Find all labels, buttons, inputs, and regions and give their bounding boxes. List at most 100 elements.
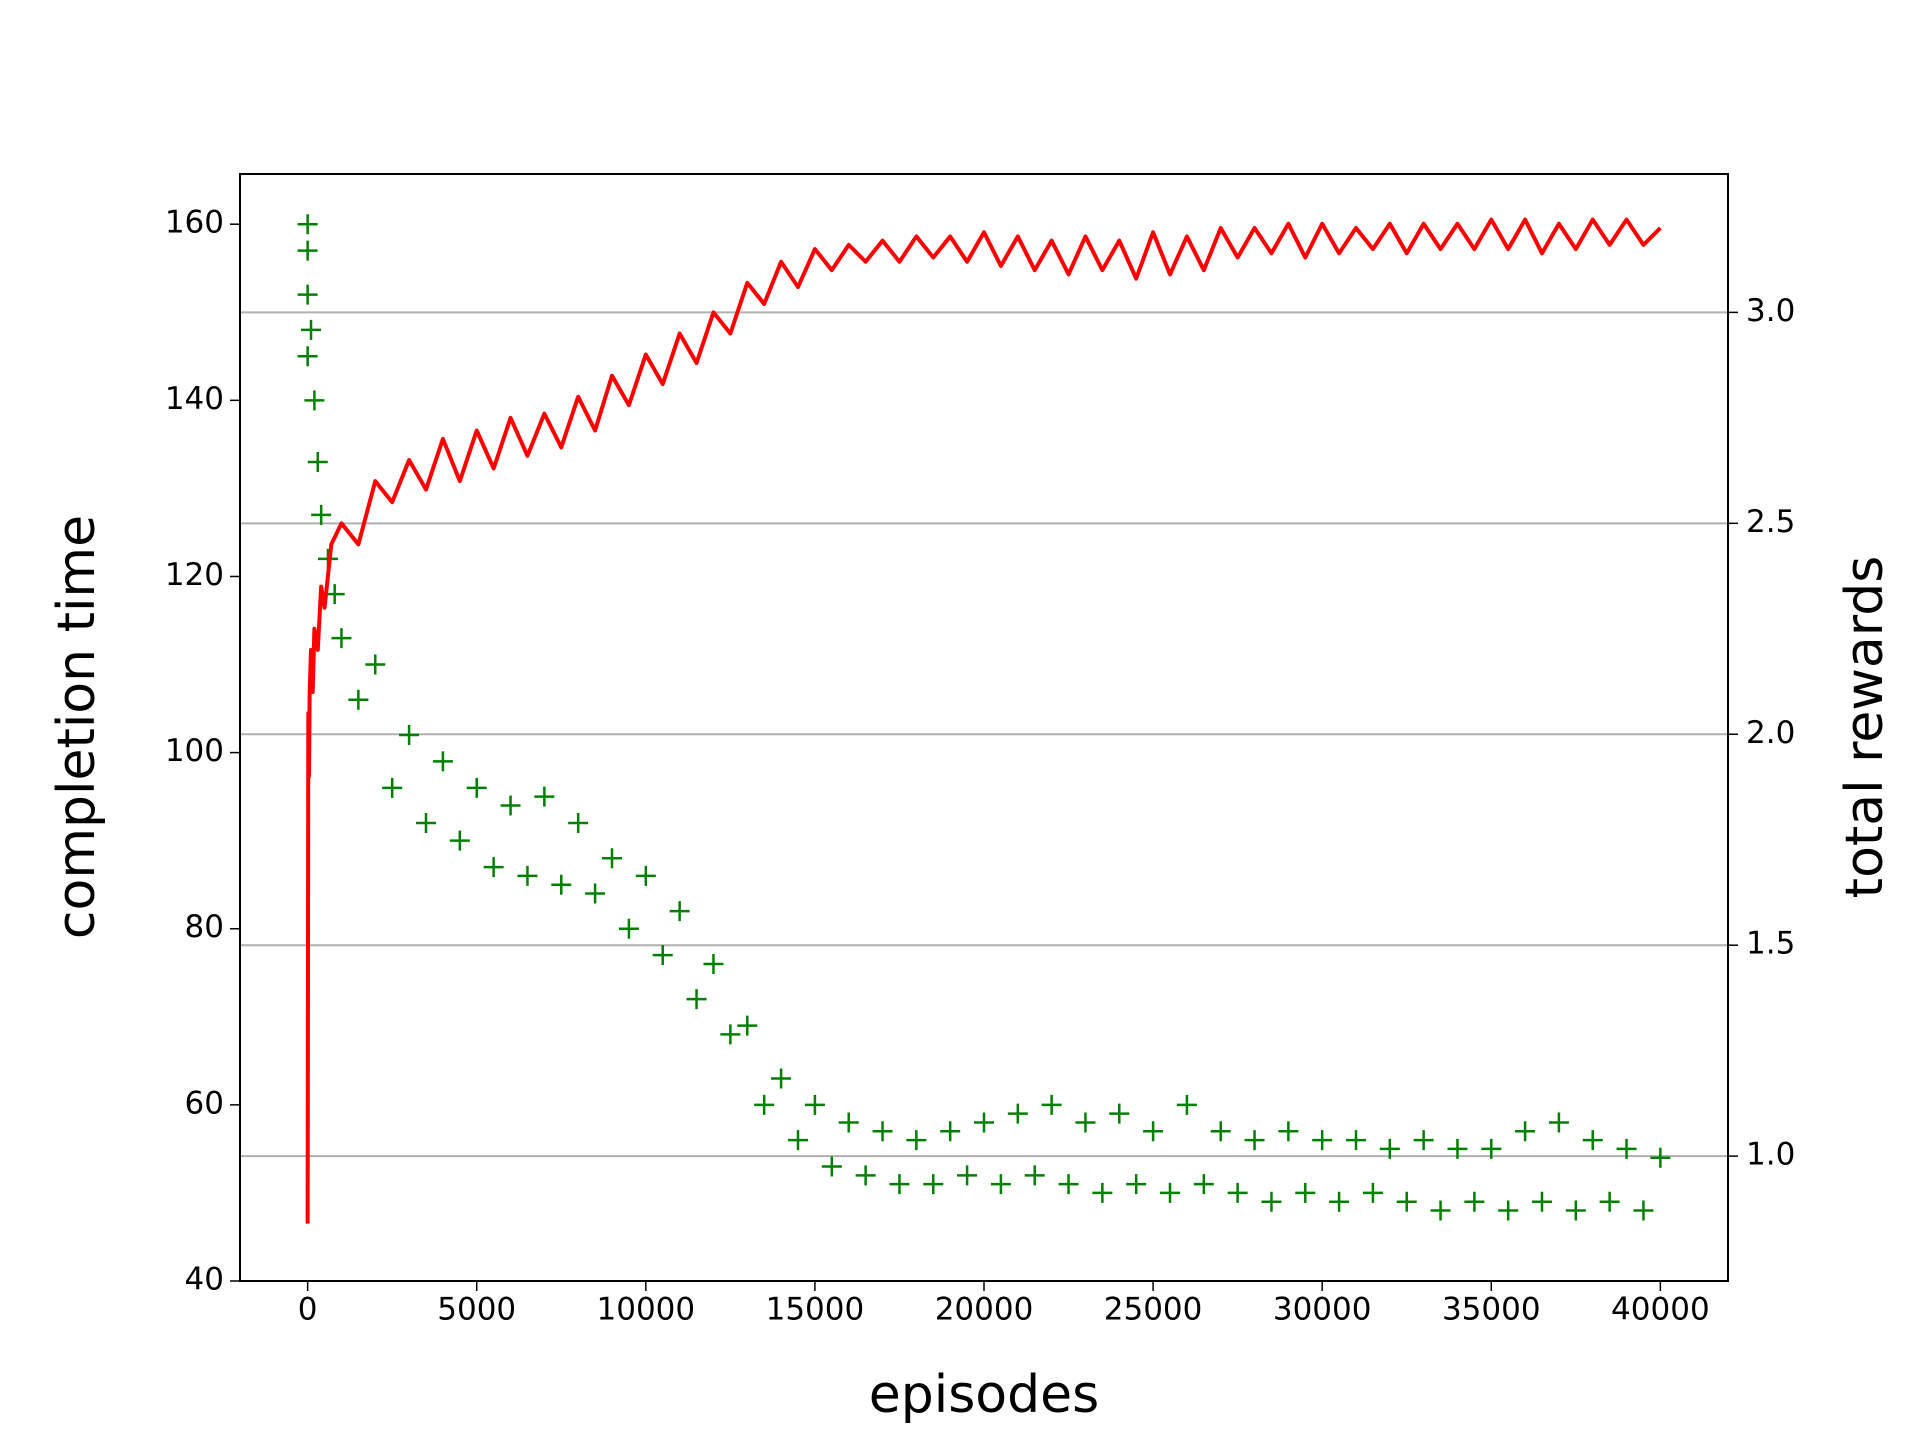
marker [1278,1121,1299,1142]
marker [838,1112,859,1133]
marker [804,1094,825,1115]
marker [1346,1130,1366,1151]
marker [311,504,332,525]
marker [940,1121,961,1142]
marker [771,1068,792,1089]
y-tick-label: 40 [185,1262,224,1298]
marker [1464,1191,1485,1212]
marker [1143,1121,1164,1142]
marker [990,1174,1011,1195]
marker [324,584,345,605]
marker [1362,1182,1383,1203]
x-tick-label: 25000 [1104,1292,1203,1328]
y-tick-label: 60 [185,1085,224,1121]
marker [483,857,504,878]
marker [923,1174,944,1195]
marker [821,1156,842,1177]
marker [1329,1191,1350,1212]
y-axis-label: completion time [47,515,107,939]
marker [1312,1130,1333,1151]
marker [1582,1130,1603,1151]
x-tick-label: 30000 [1273,1292,1372,1328]
x-tick-label: 20000 [935,1292,1034,1328]
marker [1413,1130,1434,1151]
plot-frame [239,173,1729,1282]
marker [568,813,589,834]
marker [1092,1182,1113,1203]
marker [652,945,673,966]
marker [297,284,318,305]
marker [1295,1182,1316,1203]
x-axis-label: episodes [869,1365,1099,1425]
marker [1210,1121,1231,1142]
marker [618,918,639,939]
marker [1041,1094,1062,1115]
x-tick-label: 15000 [766,1292,865,1328]
marker [297,214,318,235]
marker [1396,1191,1417,1212]
marker [720,1024,741,1045]
marker [872,1121,893,1142]
marker [1515,1121,1536,1142]
marker [307,451,328,472]
marker [1650,1147,1671,1168]
marker [1126,1174,1147,1195]
marker [517,865,538,886]
marker [1007,1103,1028,1124]
marker [1532,1191,1552,1212]
marker [585,883,606,904]
x-tick-label: 5000 [437,1292,516,1328]
line [305,217,1662,1224]
marker [669,901,690,922]
marker [1024,1165,1045,1186]
marker [301,319,322,340]
marker [788,1130,808,1151]
marker [1379,1138,1400,1159]
marker [1565,1200,1586,1221]
x-tick-label: 40000 [1611,1292,1710,1328]
marker [906,1130,927,1151]
marker [534,786,555,807]
marker [1075,1112,1096,1133]
marker [500,795,521,816]
marker [855,1165,876,1186]
y2-tick-label: 2.5 [1746,504,1795,540]
y-tick-label: 160 [165,205,224,241]
marker [974,1112,994,1133]
marker [957,1165,978,1186]
x-tick-label: 35000 [1442,1292,1541,1328]
marker [331,628,352,649]
y2-tick-label: 1.5 [1746,926,1795,962]
marker [365,654,386,675]
y2-tick-label: 3.0 [1746,293,1795,329]
marker [754,1094,775,1115]
marker [304,390,325,411]
marker [889,1174,910,1195]
marker [1548,1112,1569,1133]
marker [1447,1138,1468,1159]
marker [1109,1103,1130,1124]
marker [1058,1174,1079,1195]
x-tick-label: 0 [298,1292,318,1328]
y2-tick-label: 2.0 [1746,715,1795,751]
marker [432,751,453,772]
marker [399,724,420,745]
marker [686,989,707,1010]
y-tick-label: 80 [185,909,224,945]
marker [466,777,487,798]
marker [602,848,622,869]
marker [1244,1130,1265,1151]
y2-tick-label: 1.0 [1746,1137,1795,1173]
marker [348,689,369,710]
marker [1599,1191,1620,1212]
marker [703,953,724,974]
y-tick-label: 140 [165,381,224,417]
marker [1227,1182,1248,1203]
marker [1160,1182,1180,1203]
marker [551,874,572,895]
marker [297,240,318,261]
marker [1193,1174,1214,1195]
marker [416,813,436,834]
